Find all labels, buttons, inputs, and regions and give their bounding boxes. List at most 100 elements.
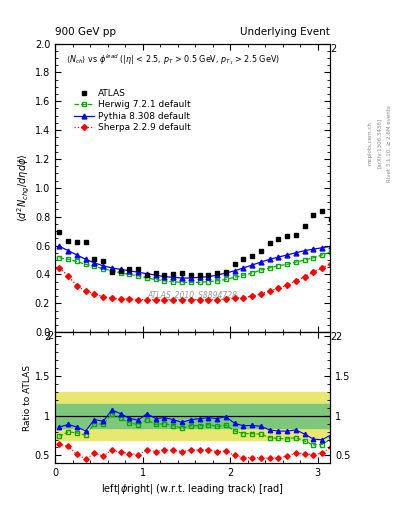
Pythia 8.308 default [66, 247, 70, 253]
Sherpa 2.2.9 default [127, 296, 132, 302]
Herwig 7.2.1 default [294, 259, 298, 265]
Sherpa 2.2.9 default [75, 283, 79, 289]
Text: 2: 2 [330, 332, 336, 342]
Herwig 7.2.1 default [136, 273, 141, 279]
Herwig 7.2.1 default [215, 278, 219, 284]
Sherpa 2.2.9 default [206, 296, 211, 303]
Herwig 7.2.1 default [276, 263, 281, 269]
ATLAS [223, 269, 228, 275]
Sherpa 2.2.9 default [197, 296, 202, 303]
ATLAS [92, 256, 97, 262]
ATLAS [311, 211, 316, 218]
Text: 2: 2 [330, 44, 336, 54]
Pythia 8.308 default [180, 275, 184, 281]
ATLAS [101, 258, 106, 264]
ATLAS [171, 271, 176, 278]
Herwig 7.2.1 default [83, 261, 88, 267]
Pythia 8.308 default [92, 260, 97, 266]
Sherpa 2.2.9 default [311, 269, 316, 275]
ATLAS [153, 270, 158, 276]
Sherpa 2.2.9 default [110, 295, 114, 302]
Text: 900 GeV pp: 900 GeV pp [55, 27, 116, 37]
Pythia 8.308 default [136, 269, 141, 275]
Sherpa 2.2.9 default [83, 288, 88, 294]
Pythia 8.308 default [215, 272, 219, 278]
Text: Underlying Event: Underlying Event [240, 27, 330, 37]
Sherpa 2.2.9 default [329, 261, 333, 267]
Sherpa 2.2.9 default [66, 273, 70, 279]
Sherpa 2.2.9 default [101, 294, 106, 300]
Bar [55, 392, 330, 439]
Sherpa 2.2.9 default [118, 296, 123, 302]
Herwig 7.2.1 default [101, 266, 106, 272]
ATLAS [188, 272, 193, 278]
Line: Sherpa 2.2.9 default: Sherpa 2.2.9 default [57, 262, 333, 302]
ATLAS [180, 270, 184, 276]
Pythia 8.308 default [241, 265, 246, 271]
Pythia 8.308 default [118, 266, 123, 272]
ATLAS [302, 223, 307, 229]
Sherpa 2.2.9 default [241, 294, 246, 301]
Sherpa 2.2.9 default [215, 296, 219, 303]
ATLAS [75, 239, 79, 245]
Herwig 7.2.1 default [223, 276, 228, 283]
Pythia 8.308 default [329, 243, 333, 249]
Herwig 7.2.1 default [250, 270, 254, 276]
ATLAS [162, 272, 167, 278]
Sherpa 2.2.9 default [320, 265, 325, 271]
Text: mcplots.cern.ch: mcplots.cern.ch [368, 121, 373, 165]
ATLAS [136, 266, 141, 272]
Text: ATLAS_2010_S8894728: ATLAS_2010_S8894728 [147, 290, 238, 299]
Pythia 8.308 default [206, 273, 211, 280]
Sherpa 2.2.9 default [302, 273, 307, 280]
Sherpa 2.2.9 default [57, 265, 62, 271]
Pythia 8.308 default [153, 272, 158, 278]
ATLAS [276, 236, 281, 242]
Bar [55, 404, 330, 428]
Herwig 7.2.1 default [75, 259, 79, 265]
Herwig 7.2.1 default [311, 255, 316, 261]
Herwig 7.2.1 default [188, 280, 193, 286]
Pythia 8.308 default [311, 246, 316, 252]
ATLAS [259, 248, 263, 254]
ATLAS [83, 239, 88, 245]
ATLAS [329, 216, 333, 222]
ATLAS [215, 270, 219, 276]
Pythia 8.308 default [294, 250, 298, 256]
Sherpa 2.2.9 default [285, 282, 289, 288]
Herwig 7.2.1 default [127, 271, 132, 278]
Pythia 8.308 default [320, 245, 325, 251]
Pythia 8.308 default [101, 263, 106, 269]
Herwig 7.2.1 default [320, 252, 325, 258]
Sherpa 2.2.9 default [145, 296, 149, 303]
Sherpa 2.2.9 default [136, 296, 141, 303]
Herwig 7.2.1 default [285, 261, 289, 267]
Herwig 7.2.1 default [259, 267, 263, 273]
Text: 2: 2 [47, 331, 53, 341]
Pythia 8.308 default [232, 268, 237, 274]
Sherpa 2.2.9 default [276, 285, 281, 291]
ATLAS [197, 272, 202, 278]
ATLAS [267, 240, 272, 246]
Pythia 8.308 default [145, 271, 149, 277]
Herwig 7.2.1 default [66, 256, 70, 262]
Pythia 8.308 default [285, 252, 289, 258]
Herwig 7.2.1 default [232, 274, 237, 281]
Pythia 8.308 default [223, 270, 228, 276]
Herwig 7.2.1 default [162, 278, 167, 284]
Herwig 7.2.1 default [118, 270, 123, 276]
Text: [arXiv:1306.3436]: [arXiv:1306.3436] [377, 118, 382, 168]
Herwig 7.2.1 default [197, 280, 202, 286]
Herwig 7.2.1 default [206, 279, 211, 285]
ATLAS [294, 232, 298, 239]
ATLAS [145, 272, 149, 278]
Line: Pythia 8.308 default: Pythia 8.308 default [57, 244, 333, 281]
Pythia 8.308 default [188, 275, 193, 281]
Herwig 7.2.1 default [241, 272, 246, 278]
Sherpa 2.2.9 default [267, 288, 272, 294]
Pythia 8.308 default [110, 265, 114, 271]
Text: Rivet 3.1.10, ≥ 2.6M events: Rivet 3.1.10, ≥ 2.6M events [387, 105, 391, 182]
Pythia 8.308 default [267, 256, 272, 262]
Sherpa 2.2.9 default [232, 295, 237, 302]
ATLAS [57, 229, 62, 235]
